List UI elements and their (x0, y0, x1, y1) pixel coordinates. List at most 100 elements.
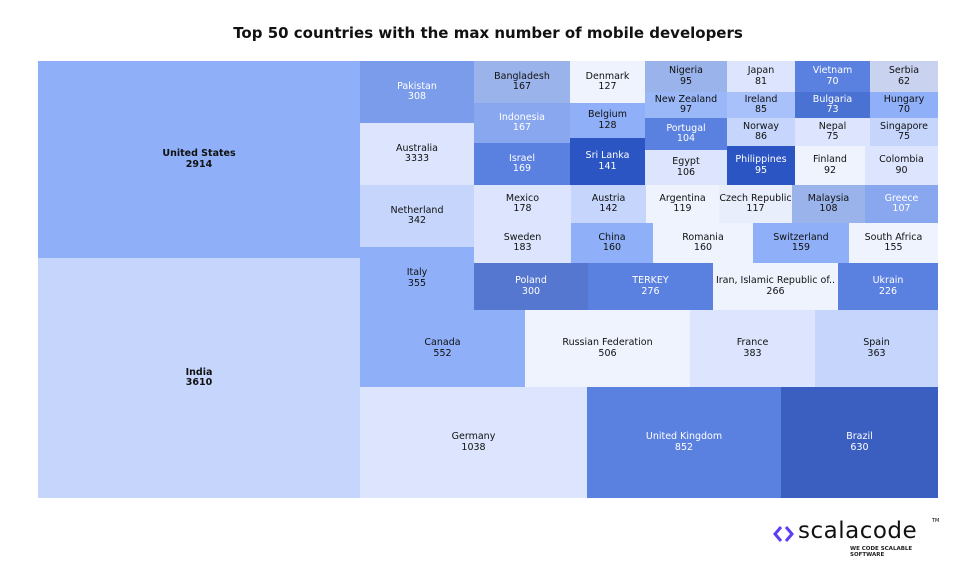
cell-label: Philippines (735, 154, 787, 165)
cell-value: 308 (407, 91, 427, 102)
cell-label: Greece (884, 192, 919, 204)
cell-value: 95 (754, 164, 768, 176)
treemap-cell: Denmark 127 (570, 61, 645, 103)
cell-label: France (736, 337, 769, 348)
cell-value: 178 (513, 203, 532, 214)
cell-label: Russian Federation (562, 337, 653, 348)
cell-value: 92 (823, 164, 837, 176)
cell-value: 104 (676, 133, 696, 144)
cell-label: Italy (406, 267, 428, 278)
treemap-cell: Brazil 630 (781, 387, 938, 498)
cell-value: 70 (826, 75, 839, 87)
treemap-cell: Mexico 178 (474, 185, 571, 223)
cell-value: 167 (512, 81, 532, 92)
treemap-cell: France 383 (690, 310, 815, 387)
cell-label: Ukrain (872, 275, 904, 286)
treemap-cell: South Africa 155 (849, 223, 938, 263)
treemap-cell: Netherland 342 (360, 185, 474, 247)
cell-value: 3610 (185, 377, 213, 388)
cell-value: 276 (641, 285, 660, 297)
treemap-cell: Vietnam 70 (795, 61, 870, 92)
cell-label: Ireland (744, 93, 778, 105)
cell-value: 127 (598, 81, 617, 92)
cell-label: Egypt (672, 156, 700, 167)
treemap-cell: Bulgaria 73 (795, 92, 870, 118)
cell-value: 128 (598, 119, 617, 131)
cell-value: 117 (746, 203, 765, 214)
cell-label: United States (162, 148, 236, 159)
treemap-cell: United Kingdom 852 (587, 387, 781, 498)
treemap-cell: Nigeria 95 (645, 61, 727, 92)
cell-value: 300 (521, 285, 541, 297)
cell-value: 266 (766, 285, 785, 297)
cell-value: 85 (754, 104, 768, 115)
cell-label: Germany (451, 431, 496, 442)
cell-value: 160 (602, 242, 622, 253)
cell-label: Belgium (588, 109, 627, 120)
treemap-cell: Egypt 106 (645, 150, 727, 185)
cell-label: New Zealand (654, 93, 718, 105)
cell-value: 95 (679, 75, 693, 87)
logo-tm: TM (932, 518, 940, 524)
cell-label: TERKEY (632, 275, 669, 286)
cell-value: 355 (407, 277, 427, 289)
treemap-cell: TERKEY 276 (588, 263, 713, 310)
cell-label: Israel (509, 152, 535, 164)
cell-value: 159 (791, 242, 811, 253)
cell-value: 119 (673, 203, 692, 214)
treemap-cell: Czech Republic 117 (719, 185, 792, 223)
treemap-cell: Finland 92 (795, 146, 865, 185)
cell-value: 142 (599, 203, 618, 214)
cell-value: 62 (897, 75, 911, 87)
logo-brand: scalacode (798, 518, 918, 544)
cell-label: Japan (747, 65, 775, 76)
cell-value: 3333 (404, 153, 430, 164)
cell-value: 155 (884, 242, 903, 253)
treemap-cell: Greece 107 (865, 185, 938, 223)
cell-value: 160 (693, 242, 713, 253)
treemap-cell: Canada 552 (360, 310, 525, 387)
cell-value: 183 (513, 242, 532, 253)
treemap-cell: United States 2914 (38, 61, 360, 258)
treemap-cell: Germany 1038 (360, 387, 587, 498)
treemap-cell: Nepal 75 (795, 118, 870, 146)
cell-label: United Kingdom (645, 431, 723, 442)
cell-value: 75 (826, 131, 839, 142)
treemap-cell: Austria 142 (571, 185, 646, 223)
cell-label: Switzerland (773, 231, 829, 243)
cell-label: South Africa (864, 231, 923, 243)
logo-tagline: WE CODE SCALABLE SOFTWARE (850, 546, 913, 558)
cell-label: Hungary (883, 93, 925, 105)
cell-label: Indonesia (499, 111, 545, 123)
cell-label: India (185, 366, 213, 378)
cell-label: Romania (682, 231, 724, 243)
cell-value: 2914 (185, 158, 213, 170)
treemap-cell: Philippines 95 (727, 146, 795, 185)
cell-label: Australia (395, 142, 439, 154)
treemap-cell: Romania 160 (653, 223, 753, 263)
cell-label: Mexico (505, 192, 540, 204)
treemap-cell: China 160 (571, 223, 653, 263)
cell-value: 73 (826, 104, 839, 115)
cell-value: 141 (598, 160, 617, 172)
cell-value: 552 (433, 347, 452, 359)
treemap-cell: Serbia 62 (870, 61, 938, 92)
cell-label: Pakistan (397, 80, 437, 92)
cell-value: 167 (512, 122, 532, 133)
cell-label: Spain (863, 337, 890, 348)
cell-label: Vietnam (812, 65, 853, 76)
cell-value: 106 (676, 166, 696, 178)
cell-label: Serbia (888, 65, 920, 76)
cell-label: Nigeria (669, 65, 703, 76)
cell-value: 506 (598, 347, 617, 359)
cell-label: Poland (515, 275, 547, 286)
treemap-cell: Malaysia 108 (792, 185, 865, 223)
cell-label: Portugal (666, 122, 706, 134)
treemap-cell: Sri Lanka 141 (570, 138, 645, 185)
cell-label: Argentina (659, 192, 706, 204)
cell-label: Iran, Islamic Republic of.. (715, 275, 836, 286)
treemap-cell: New Zealand 97 (645, 92, 727, 118)
treemap-cell: Iran, Islamic Republic of.. 266 (713, 263, 838, 310)
cell-value: 363 (867, 347, 886, 359)
